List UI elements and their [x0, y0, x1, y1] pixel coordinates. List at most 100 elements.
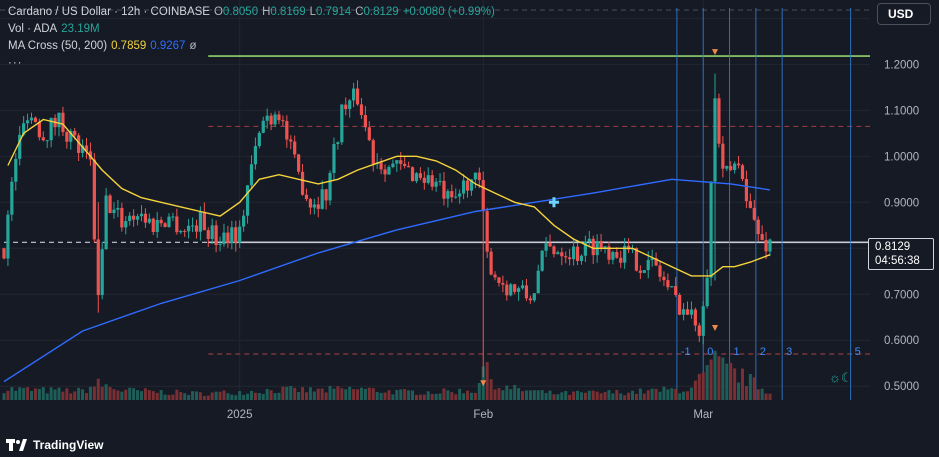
candle-body: [222, 232, 226, 245]
candle-body: [363, 115, 367, 128]
candle-body: [163, 223, 167, 227]
volume-bar: [261, 394, 265, 400]
volume-label[interactable]: Vol · ADA: [8, 23, 58, 35]
volume-bar: [689, 387, 693, 400]
candle-body: [678, 294, 682, 315]
volume-bar: [348, 386, 352, 400]
candle-body: [705, 277, 709, 307]
volume-bar: [363, 388, 367, 400]
candle-body: [14, 158, 18, 182]
candle-body: [458, 193, 462, 197]
price-tick-label: 1.2000: [884, 59, 919, 71]
signal-arrow: [712, 49, 719, 56]
low-value: 0.7914: [316, 6, 352, 18]
ma-slow-line: [3, 178, 771, 383]
candle-body: [355, 88, 360, 105]
candle-body: [736, 163, 741, 166]
candle-body: [261, 120, 265, 133]
volume-bar: [367, 387, 371, 400]
volume-bar: [340, 388, 344, 400]
candle-body: [540, 250, 544, 271]
volume-bars: [2, 350, 772, 400]
more-row: ···: [8, 55, 495, 72]
candle-body: [383, 169, 387, 175]
volume-bar: [308, 387, 312, 400]
candle-body: [418, 173, 422, 178]
volume-bar: [646, 390, 650, 400]
volume-bar: [57, 387, 61, 400]
ma-cross-label[interactable]: MA Cross (50, 200): [8, 40, 108, 52]
volume-bar: [73, 391, 77, 400]
candle-body: [147, 218, 151, 223]
candle-body: [328, 172, 332, 201]
volume-bar: [662, 386, 666, 400]
volume-bar: [733, 368, 737, 400]
volume-bar: [532, 390, 536, 400]
candle-body: [611, 252, 615, 260]
volume-bar: [469, 392, 473, 400]
fib-time-label: 2: [760, 346, 766, 358]
volume-bar: [619, 393, 623, 400]
volume-bar: [41, 387, 45, 400]
volume-bar: [132, 388, 136, 400]
open-label: O: [213, 6, 223, 18]
time-tick-label: Mar: [693, 409, 713, 421]
volume-bar: [548, 390, 552, 400]
candle-body: [92, 159, 96, 240]
volume-bar: [242, 394, 246, 400]
change-value: +0.0080 (+0.99%): [402, 6, 495, 18]
volume-bar: [238, 391, 242, 400]
replay-icon[interactable]: ☼☾: [829, 370, 853, 385]
symbol-title[interactable]: Cardano / US Dollar · 12h · COINBASE: [8, 6, 210, 18]
last-price-value: 0.8129: [875, 241, 911, 253]
candle-body: [399, 160, 403, 164]
candle-body: [289, 139, 293, 142]
candle-body: [650, 258, 654, 260]
volume-bar: [391, 394, 395, 400]
volume-bar: [536, 390, 540, 400]
candle-body: [422, 177, 426, 183]
volume-bar: [206, 395, 210, 400]
volume-bar: [163, 394, 167, 400]
fib-time-label: 3: [786, 346, 792, 358]
volume-bar: [528, 390, 532, 400]
brand-name[interactable]: TradingView: [33, 437, 104, 452]
volume-bar: [253, 392, 257, 400]
candle-body: [100, 249, 104, 296]
candle-body: [132, 215, 136, 220]
volume-bar: [611, 393, 615, 400]
price-axis[interactable]: 1.30001.20001.10001.00000.90000.80000.70…: [884, 13, 919, 393]
candle-body: [77, 135, 81, 153]
candle-body: [497, 277, 501, 284]
candle-body: [277, 114, 281, 121]
volume-bar: [748, 374, 752, 400]
candle-body: [599, 241, 603, 249]
candle-body: [143, 213, 148, 223]
volume-bar: [273, 393, 277, 400]
candle-body: [108, 195, 112, 214]
last-price-tag: 0.8129 04:56:38: [868, 238, 934, 270]
volume-bar: [356, 389, 360, 400]
fib-time-zones: -1 0 1 2 3 5: [676, 8, 861, 400]
volume-bar: [713, 350, 717, 400]
volume-bar: [352, 389, 356, 400]
volume-bar: [407, 390, 411, 400]
volume-bar: [77, 387, 81, 400]
volume-row: Vol · ADA 23.19M: [8, 21, 495, 38]
time-axis[interactable]: 2025 Feb Mar: [227, 409, 713, 421]
currency-button[interactable]: USD: [877, 3, 931, 25]
volume-bar: [183, 393, 187, 400]
tradingview-logo-icon[interactable]: [6, 438, 28, 451]
volume-bar: [218, 391, 222, 400]
volume-bar: [442, 388, 446, 400]
candle-body: [175, 216, 179, 233]
candle-body: [524, 285, 529, 299]
volume-bar: [6, 390, 10, 400]
more-indicators-button[interactable]: ···: [8, 57, 23, 69]
candle-body: [756, 219, 760, 235]
close-label: C: [355, 6, 364, 18]
candle-body: [485, 211, 489, 252]
candle-body: [634, 248, 639, 271]
volume-bar: [14, 390, 18, 400]
